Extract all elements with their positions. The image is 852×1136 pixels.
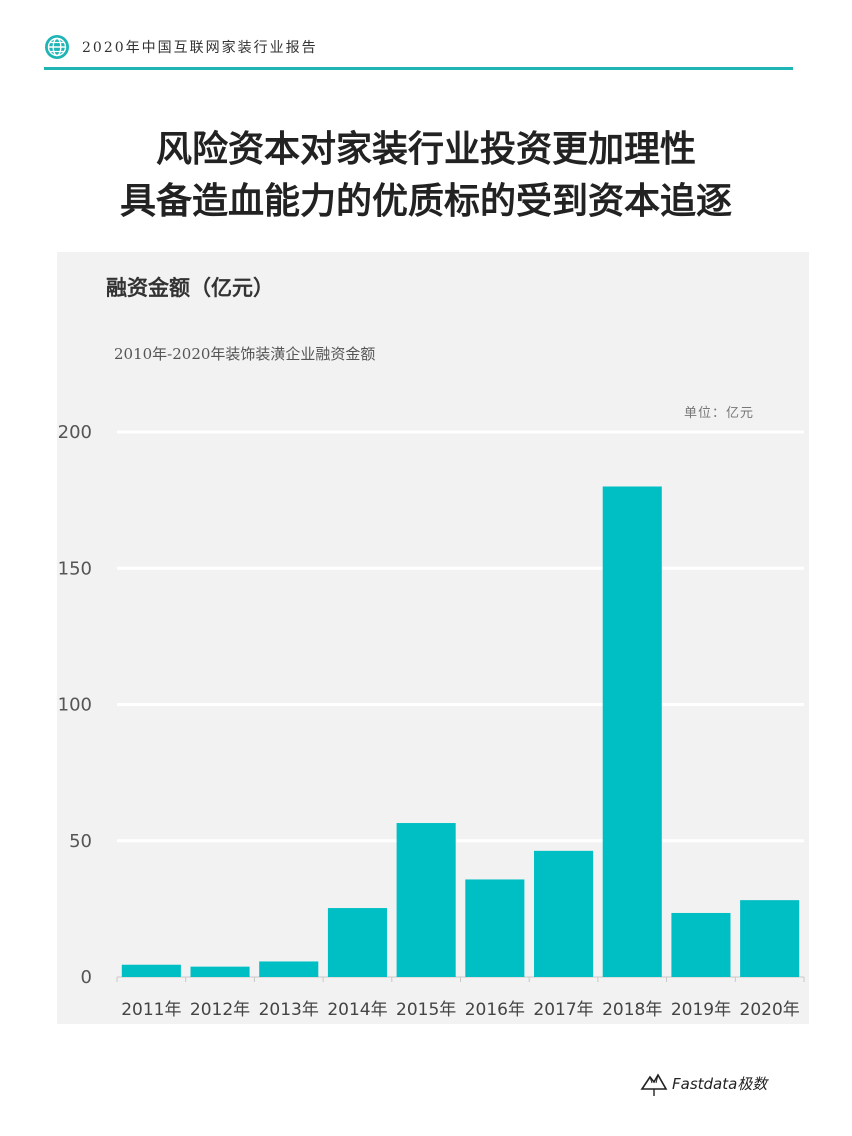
mountain-logo-icon [640, 1073, 668, 1096]
bar [327, 908, 387, 977]
chart-subtitle: 2010年-2020年装饰装潢企业融资金额 [114, 345, 376, 363]
y-tick-label: 150 [58, 558, 92, 579]
globe-icon [45, 35, 69, 59]
x-tick-label: 2015年 [396, 1000, 456, 1020]
bar [602, 486, 662, 977]
bar [121, 964, 181, 977]
x-tick-label: 2018年 [602, 1000, 662, 1020]
report-header: 2020年中国互联网家装行业报告 [44, 33, 318, 61]
x-tick-label: 2014年 [327, 1000, 387, 1020]
bar [740, 900, 800, 977]
bar [534, 850, 594, 977]
bar [465, 879, 525, 977]
report-title: 2020年中国互联网家装行业报告 [82, 40, 318, 56]
x-tick-label: 2017年 [533, 1000, 593, 1020]
x-tick-label: 2016年 [465, 1000, 525, 1020]
bar [671, 912, 731, 977]
chart-unit-label: 单位：亿元 [684, 406, 755, 421]
fastdata-logo: Fastdata极数 [640, 1069, 767, 1097]
x-tick-label: 2011年 [121, 1000, 181, 1020]
logo-text: Fastdata极数 [672, 1074, 768, 1093]
y-tick-label: 0 [81, 967, 92, 988]
page-title-line-2: 具备造血能力的优质标的受到资本追逐 [119, 181, 732, 222]
x-tick-label: 2019年 [671, 1000, 731, 1020]
header-divider [44, 67, 793, 70]
page-title-line-1: 风险资本对家装行业投资更加理性 [155, 129, 696, 170]
bar [396, 823, 456, 977]
y-tick-label: 200 [58, 422, 92, 443]
y-tick-label: 50 [69, 831, 92, 852]
x-tick-label: 2012年 [190, 1000, 250, 1020]
y-tick-label: 100 [58, 695, 92, 716]
x-tick-label: 2013年 [259, 1000, 319, 1020]
bar [259, 961, 319, 977]
chart-heading: 融资金额（亿元） [106, 276, 274, 300]
bar [190, 966, 250, 977]
x-tick-label: 2020年 [740, 1000, 800, 1020]
